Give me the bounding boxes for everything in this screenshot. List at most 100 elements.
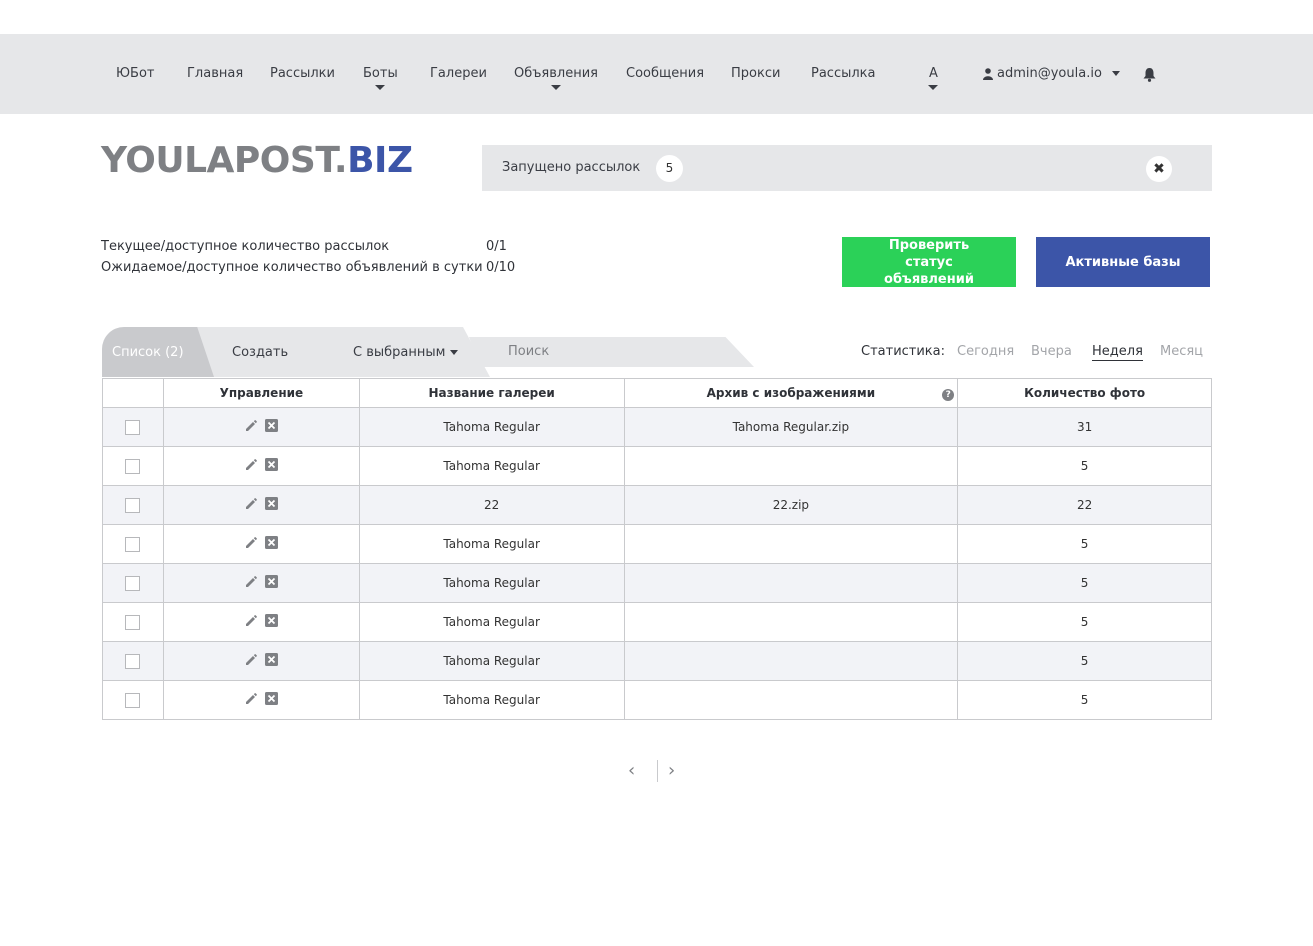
- row-controls-cell: [162, 407, 360, 447]
- photo-count-cell: 22: [957, 485, 1212, 525]
- archive-cell[interactable]: [623, 524, 959, 564]
- chevron-down-icon: [928, 85, 939, 90]
- nav-item-yubot[interactable]: ЮБот: [116, 66, 155, 81]
- row-select-cell: [102, 485, 164, 525]
- delete-icon[interactable]: [264, 458, 278, 474]
- archive-cell[interactable]: [623, 680, 959, 720]
- pagination: ‹ ›: [628, 760, 688, 782]
- delete-icon[interactable]: [264, 536, 278, 552]
- pencil-icon[interactable]: [245, 653, 257, 669]
- table-row: Tahoma Regular 5: [102, 446, 1212, 486]
- column-header-gallery-name[interactable]: Название галереи: [358, 378, 625, 408]
- nav-item-galleries[interactable]: Галереи: [430, 66, 487, 81]
- row-checkbox[interactable]: [125, 458, 141, 474]
- nav-item-mailings[interactable]: Рассылки: [270, 66, 335, 81]
- row-controls-cell: [162, 563, 360, 603]
- period-month[interactable]: Месяц: [1160, 344, 1204, 359]
- row-checkbox[interactable]: [125, 575, 141, 591]
- delete-icon[interactable]: [264, 497, 278, 513]
- period-week[interactable]: Неделя: [1092, 344, 1143, 361]
- nav-item-ads-label: Объявления: [514, 66, 598, 81]
- alert-label: Запущено рассылок: [502, 160, 641, 175]
- photo-count-cell: 5: [957, 641, 1212, 681]
- column-header-photo-count[interactable]: Количество фото: [957, 378, 1212, 408]
- nav-item-language[interactable]: A: [928, 66, 939, 90]
- column-header-archive-label: Архив с изображениями: [706, 386, 876, 400]
- delete-icon[interactable]: [264, 653, 278, 669]
- column-header-controls: Управление: [162, 378, 360, 408]
- pencil-icon[interactable]: [245, 614, 257, 630]
- row-controls-cell: [162, 641, 360, 681]
- delete-icon[interactable]: [264, 419, 278, 435]
- chevron-right-icon[interactable]: ›: [668, 760, 676, 781]
- logo-part-1: YOULAPOST.: [101, 140, 348, 181]
- active-bases-button-label: Активные базы: [1065, 254, 1181, 270]
- row-checkbox[interactable]: [125, 653, 141, 669]
- chevron-down-icon: [551, 85, 561, 90]
- active-bases-button[interactable]: Активные базы: [1036, 237, 1210, 287]
- nav-item-messages[interactable]: Сообщения: [626, 66, 705, 81]
- delete-icon[interactable]: [264, 614, 278, 630]
- pencil-icon[interactable]: [245, 419, 257, 435]
- statistics-label: Статистика:: [861, 344, 946, 359]
- row-select-cell: [102, 563, 164, 603]
- check-status-button[interactable]: Проверить статус объявлений: [842, 237, 1016, 287]
- row-checkbox[interactable]: [125, 497, 141, 513]
- logo[interactable]: YOULAPOST.BIZ: [101, 141, 413, 181]
- photo-count-cell: 5: [957, 680, 1212, 720]
- period-today[interactable]: Сегодня: [957, 344, 1015, 359]
- bell-icon[interactable]: [1143, 68, 1156, 86]
- help-icon[interactable]: ?: [942, 389, 955, 401]
- archive-cell[interactable]: [623, 641, 959, 681]
- chevron-left-icon[interactable]: ‹: [628, 760, 636, 781]
- row-select-cell: [102, 641, 164, 681]
- row-controls-cell: [162, 602, 360, 642]
- search-tab[interactable]: Поиск: [508, 344, 550, 359]
- user-icon: [983, 67, 993, 80]
- delete-icon[interactable]: [264, 575, 278, 591]
- archive-cell[interactable]: 22.zip: [623, 485, 959, 525]
- nav-item-home[interactable]: Главная: [187, 66, 244, 81]
- user-email: admin@youla.io: [997, 66, 1102, 81]
- nav-item-mailing[interactable]: Рассылка: [811, 66, 876, 81]
- table-row: 22 22.zip 22: [102, 485, 1212, 525]
- tab-with-selected-label: С выбранным: [353, 344, 446, 360]
- stat-value-ads: 0/10: [486, 260, 516, 275]
- row-select-cell: [102, 680, 164, 720]
- row-checkbox[interactable]: [125, 614, 141, 630]
- gallery-name-cell: Tahoma Regular: [358, 446, 625, 486]
- close-icon[interactable]: ✖: [1146, 156, 1172, 182]
- archive-cell[interactable]: [623, 602, 959, 642]
- photo-count-cell: 5: [957, 524, 1212, 564]
- user-menu[interactable]: admin@youla.io: [983, 66, 1120, 81]
- table-row: Tahoma Regular 5: [102, 680, 1212, 720]
- tab-create-label: Создать: [232, 344, 289, 360]
- gallery-name-cell: Tahoma Regular: [358, 563, 625, 603]
- archive-cell[interactable]: [623, 446, 959, 486]
- column-header-archive[interactable]: Архив с изображениями ?: [623, 378, 959, 408]
- photo-count-cell: 31: [957, 407, 1212, 447]
- pencil-icon[interactable]: [245, 497, 257, 513]
- pencil-icon[interactable]: [245, 458, 257, 474]
- row-checkbox[interactable]: [125, 692, 141, 708]
- nav-item-ads[interactable]: Объявления: [514, 66, 598, 90]
- gallery-name-cell: Tahoma Regular: [358, 602, 625, 642]
- nav-item-bots[interactable]: Боты: [363, 66, 398, 90]
- archive-cell[interactable]: [623, 563, 959, 603]
- pencil-icon[interactable]: [245, 536, 257, 552]
- nav-item-language-label: A: [929, 66, 938, 81]
- galleries-table: Управление Название галереи Архив с изоб…: [102, 378, 1212, 720]
- nav-item-proxy[interactable]: Прокси: [731, 66, 781, 81]
- tab-list[interactable]: Список (2): [102, 327, 214, 377]
- row-controls-cell: [162, 524, 360, 564]
- delete-icon[interactable]: [264, 692, 278, 708]
- row-checkbox[interactable]: [125, 536, 141, 552]
- stat-label-mailings: Текущее/доступное количество рассылок: [101, 239, 390, 254]
- period-yesterday[interactable]: Вчера: [1031, 344, 1072, 359]
- pencil-icon[interactable]: [245, 575, 257, 591]
- pencil-icon[interactable]: [245, 692, 257, 708]
- archive-cell[interactable]: Tahoma Regular.zip: [623, 407, 959, 447]
- gallery-name-cell: Tahoma Regular: [358, 680, 625, 720]
- gallery-name-cell: 22: [358, 485, 625, 525]
- row-checkbox[interactable]: [125, 419, 141, 435]
